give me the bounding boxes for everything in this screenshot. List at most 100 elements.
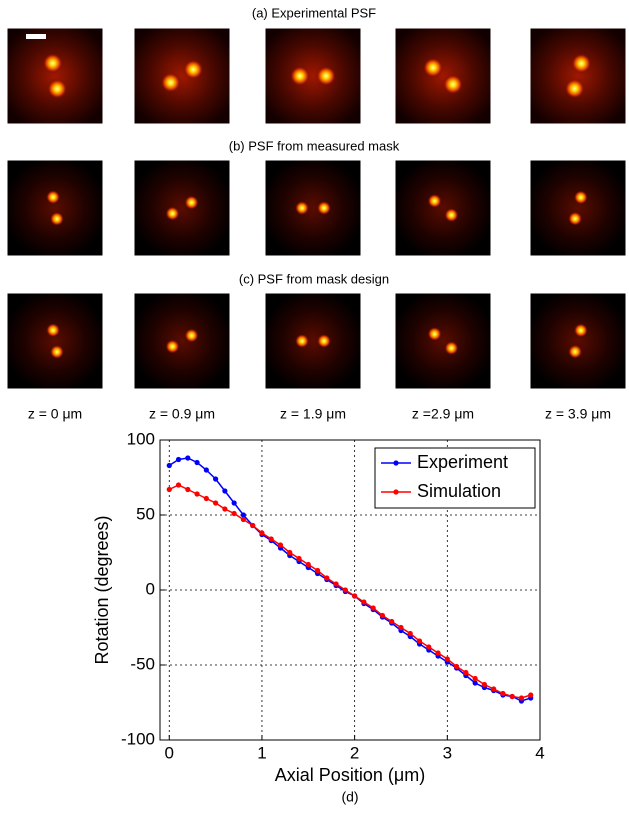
psf-spot — [183, 59, 204, 80]
point — [426, 644, 432, 650]
y-tick-label: 50 — [136, 504, 155, 523]
psf-spot — [46, 323, 61, 338]
point — [222, 488, 228, 494]
point — [481, 681, 487, 688]
psf-spot — [184, 195, 199, 210]
point — [250, 522, 256, 529]
psf-spot — [317, 334, 331, 348]
point — [194, 491, 200, 497]
point — [240, 516, 247, 523]
row-title: (c) PSF from mask design — [239, 271, 389, 286]
point — [185, 455, 191, 461]
point — [175, 482, 182, 488]
psf-spot — [423, 57, 444, 78]
psf-spot — [165, 339, 180, 354]
point — [203, 495, 209, 502]
psf-image — [7, 28, 103, 124]
point — [305, 561, 311, 568]
psf-spot — [49, 344, 64, 359]
point — [398, 624, 404, 631]
point — [389, 618, 395, 625]
z-label: z = 0 μm — [28, 406, 82, 422]
psf-image — [7, 160, 103, 256]
x-tick-label: 1 — [257, 743, 266, 762]
psf-image — [134, 293, 230, 389]
series-line — [168, 484, 531, 699]
z-label: z = 3.9 μm — [545, 406, 611, 422]
point — [491, 686, 497, 692]
point — [231, 500, 237, 506]
y-tick-label: -100 — [121, 729, 155, 748]
point — [435, 650, 441, 656]
psf-image — [265, 293, 361, 389]
psf-spot — [427, 326, 442, 341]
psf-grid: (a) Experimental PSF (b) PSF from measure… — [7, 5, 626, 422]
psf-image — [265, 160, 361, 256]
legend-label: Simulation — [417, 481, 501, 501]
point — [231, 510, 237, 517]
point — [500, 690, 506, 697]
point — [287, 549, 293, 556]
point — [509, 693, 515, 700]
point — [185, 486, 191, 493]
psf-image — [395, 28, 491, 124]
psf-spot — [568, 211, 583, 226]
point — [333, 581, 339, 587]
point — [463, 669, 469, 676]
point — [240, 512, 247, 518]
point — [268, 536, 274, 542]
point — [222, 506, 228, 512]
psf-spot — [317, 201, 331, 215]
psf-spot — [316, 66, 336, 86]
psf-spot — [444, 341, 459, 356]
psf-spot — [573, 323, 588, 338]
legend-marker — [393, 460, 399, 466]
point — [518, 695, 525, 701]
psf-image — [530, 28, 626, 124]
point — [379, 612, 386, 619]
z-label: z = 0.9 μm — [149, 406, 215, 422]
psf-spot — [184, 328, 199, 343]
x-tick-label: 0 — [165, 743, 174, 762]
point — [166, 462, 172, 469]
point — [342, 587, 348, 593]
psf-spot — [46, 190, 61, 205]
psf-image — [530, 160, 626, 256]
row-title: (a) Experimental PSF — [252, 5, 376, 20]
y-axis-label: Rotation (degrees) — [92, 515, 112, 664]
psf-spot — [295, 201, 309, 215]
scale-bar — [26, 34, 46, 39]
psf-image — [134, 28, 230, 124]
point — [175, 456, 182, 463]
psf-spot — [165, 206, 180, 221]
psf-image — [530, 293, 626, 389]
psf-spot — [160, 72, 181, 93]
point — [277, 542, 284, 548]
point — [194, 459, 200, 466]
point — [203, 467, 209, 473]
point — [453, 663, 460, 670]
point — [324, 575, 330, 581]
psf-spot — [427, 193, 442, 208]
psf-image — [134, 160, 230, 256]
line-chart: -100 -50 0 50 100 0 1 2 3 4 Experiment Simulation Ax… — [92, 429, 545, 804]
legend-box — [374, 447, 536, 509]
psf-image — [7, 293, 103, 389]
point — [444, 656, 450, 662]
point — [314, 567, 321, 574]
point — [407, 630, 413, 637]
legend-marker — [393, 489, 399, 495]
y-tick-label: -50 — [130, 654, 155, 673]
point — [352, 593, 358, 599]
psf-spot — [295, 334, 309, 348]
y-tick-label: 0 — [146, 579, 155, 598]
legend-label: Experiment — [417, 452, 508, 472]
point — [472, 675, 478, 682]
caption: (d) — [341, 789, 358, 805]
point — [259, 530, 265, 536]
psf-spot — [442, 74, 463, 95]
x-tick-label: 3 — [443, 743, 452, 762]
psf-spot — [49, 211, 64, 226]
point — [370, 605, 376, 611]
